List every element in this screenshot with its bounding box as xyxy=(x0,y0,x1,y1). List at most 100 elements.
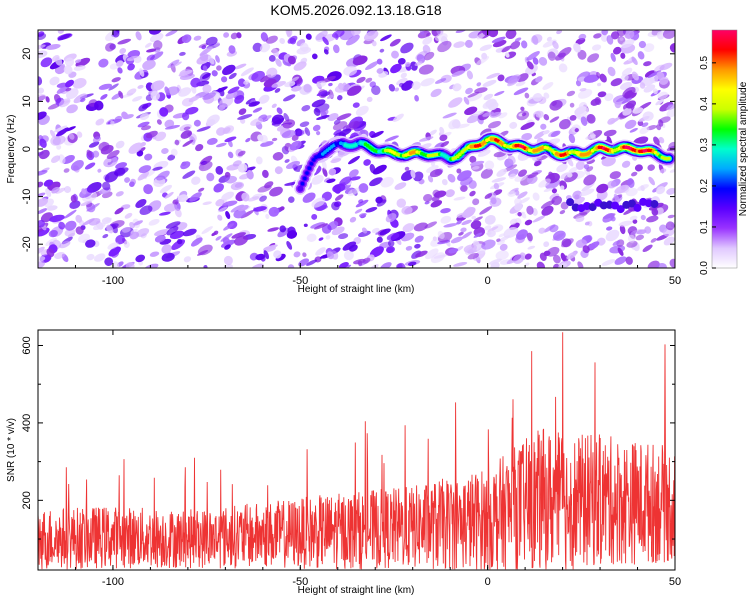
noise-blob xyxy=(206,114,220,126)
noise-blob xyxy=(447,173,456,183)
noise-blob xyxy=(379,228,391,236)
noise-blob xyxy=(460,176,473,186)
noise-blob xyxy=(287,35,298,44)
noise-blob xyxy=(526,232,533,242)
noise-blob xyxy=(198,161,213,172)
noise-blob xyxy=(526,205,534,215)
noise-blob xyxy=(467,252,479,260)
noise-blob xyxy=(476,82,482,87)
noise-blob xyxy=(524,92,530,99)
noise-blob xyxy=(617,247,624,256)
noise-blob xyxy=(271,116,282,127)
noise-blob xyxy=(386,232,400,241)
noise-blob xyxy=(119,48,127,54)
noise-blob xyxy=(451,70,465,77)
noise-blob xyxy=(140,125,152,131)
noise-blob xyxy=(287,55,296,65)
noise-blob xyxy=(517,169,528,177)
noise-blob xyxy=(54,252,66,259)
noise-blob xyxy=(165,30,178,37)
noise-blob xyxy=(285,160,301,170)
noise-blob xyxy=(293,251,301,258)
noise-blob xyxy=(575,161,585,170)
noise-blob xyxy=(365,77,373,83)
noise-blob xyxy=(78,233,90,243)
noise-blob xyxy=(372,164,387,175)
noise-blob xyxy=(159,211,171,216)
noise-blob xyxy=(262,169,269,178)
noise-blob xyxy=(205,36,218,46)
noise-blob xyxy=(63,168,70,173)
noise-blob xyxy=(88,141,100,148)
noise-blob xyxy=(67,232,76,238)
noise-blob xyxy=(228,45,236,54)
noise-blob xyxy=(637,51,645,60)
noise-blob xyxy=(569,102,575,108)
noise-blob xyxy=(330,250,339,260)
noise-blob xyxy=(513,87,529,96)
noise-blob xyxy=(602,212,615,223)
noise-blob xyxy=(472,110,484,117)
noise-blob xyxy=(496,168,508,177)
noise-blob xyxy=(392,113,404,122)
noise-blob xyxy=(400,42,414,54)
noise-blob xyxy=(245,137,251,143)
noise-blob xyxy=(180,161,191,170)
noise-blob xyxy=(424,201,430,205)
noise-blob xyxy=(57,30,65,34)
noise-blob xyxy=(619,224,626,235)
noise-blob xyxy=(263,244,278,251)
noise-blob xyxy=(471,165,480,170)
noise-blob xyxy=(453,41,466,48)
noise-blob xyxy=(38,198,48,207)
noise-blob xyxy=(259,195,267,202)
noise-blob xyxy=(126,88,137,96)
noise-blob xyxy=(275,58,282,67)
noise-blob xyxy=(472,198,480,206)
noise-blob xyxy=(95,118,105,126)
noise-blob xyxy=(591,44,602,51)
noise-blob xyxy=(542,82,554,90)
noise-blob xyxy=(455,30,467,34)
noise-blob xyxy=(94,253,106,262)
noise-blob xyxy=(380,34,392,42)
noise-blob xyxy=(369,177,383,187)
noise-blob xyxy=(622,86,636,98)
noise-blob xyxy=(572,190,582,200)
noise-blob xyxy=(81,188,87,195)
noise-blob xyxy=(45,96,50,103)
noise-blob xyxy=(552,254,561,264)
noise-blob xyxy=(255,156,263,165)
noise-blob xyxy=(196,126,211,132)
colorbar-tick-label: 0.5 xyxy=(699,55,710,69)
noise-blob xyxy=(46,248,55,258)
noise-blob xyxy=(100,94,108,100)
noise-blob xyxy=(58,154,66,164)
noise-blob xyxy=(521,112,527,117)
noise-blob xyxy=(247,196,260,202)
noise-blob xyxy=(230,32,238,40)
noise-blob xyxy=(582,245,590,254)
noise-blob xyxy=(483,93,494,101)
noise-blob xyxy=(538,57,548,66)
ridge-mark xyxy=(307,166,312,170)
noise-blob xyxy=(580,116,588,126)
noise-blob xyxy=(305,33,312,40)
noise-blob xyxy=(507,155,516,164)
noise-blob xyxy=(553,263,560,268)
noise-blob xyxy=(137,171,150,181)
noise-blob xyxy=(357,260,363,266)
noise-blob xyxy=(507,190,517,197)
noise-blob xyxy=(55,187,66,194)
noise-blob xyxy=(188,95,200,103)
noise-blob xyxy=(587,53,600,63)
noise-blob xyxy=(539,252,547,261)
noise-blob xyxy=(272,152,284,161)
y-tick-label: 20 xyxy=(21,48,33,60)
noise-blob xyxy=(391,50,399,59)
noise-blob xyxy=(505,30,517,40)
noise-blob xyxy=(161,252,175,262)
noise-blob xyxy=(532,57,539,65)
noise-blob xyxy=(384,135,399,142)
